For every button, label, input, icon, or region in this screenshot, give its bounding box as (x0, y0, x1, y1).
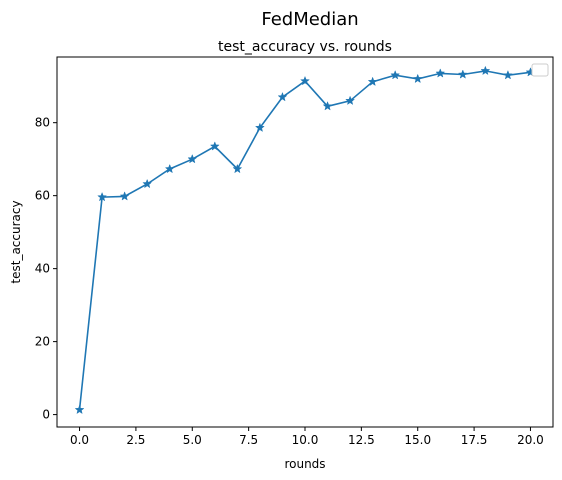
data-point (164, 163, 175, 174)
legend-box (531, 63, 549, 77)
data-point (300, 75, 310, 86)
data-point (74, 404, 85, 415)
chart-title: test_accuracy vs. rounds (218, 39, 392, 55)
data-point (390, 70, 401, 80)
y-tick-label: 80 (35, 116, 50, 130)
y-tick-label: 0 (42, 408, 50, 422)
y-tick-label: 20 (35, 335, 50, 349)
plot-area (56, 56, 554, 428)
data-point (254, 122, 265, 133)
data-point (322, 101, 333, 111)
x-tick-label: 17.5 (461, 433, 488, 447)
data-point (209, 141, 220, 151)
x-tick-label: 5.0 (183, 433, 202, 447)
series-markers (74, 65, 536, 415)
data-point (142, 178, 153, 189)
y-tick-label: 60 (35, 189, 50, 203)
data-point (97, 191, 108, 202)
data-point (277, 91, 288, 102)
data-point (119, 191, 130, 201)
series-line (78, 70, 531, 410)
x-tick-label: 2.5 (126, 433, 145, 447)
y-tick-label: 40 (35, 262, 50, 276)
x-tick-label: 7.5 (239, 433, 258, 447)
data-point (457, 69, 468, 79)
data-point (480, 65, 491, 76)
data-point (187, 153, 198, 164)
x-tick-label: 10.0 (292, 433, 319, 447)
data-point (412, 73, 423, 84)
x-tick-label: 12.5 (348, 433, 375, 447)
x-axis-ticks: 0.0 2.5 5.0 7.5 10.0 12.5 15.0 17.5 20.0 (70, 427, 544, 447)
data-point (367, 76, 378, 87)
x-axis-label: rounds (284, 457, 325, 471)
x-tick-label: 20.0 (517, 433, 544, 447)
chart-suptitle: FedMedian (261, 9, 358, 30)
data-point (502, 70, 513, 80)
data-point (435, 68, 446, 78)
data-point (345, 95, 356, 106)
data-point (232, 163, 243, 174)
y-axis-label: test_accuracy (9, 200, 23, 283)
x-tick-label: 15.0 (404, 433, 431, 447)
y-axis-ticks: 0 20 40 60 80 (35, 116, 57, 422)
x-tick-label: 0.0 (70, 433, 89, 447)
